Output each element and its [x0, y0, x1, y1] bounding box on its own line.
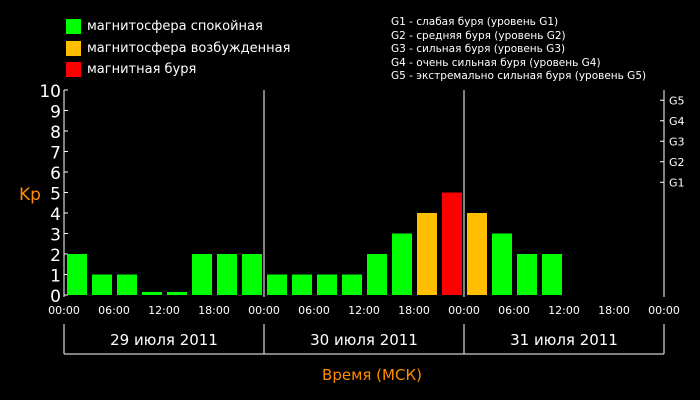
x-tick-label: 12:00 [548, 304, 580, 317]
g-tick-label: G2 [669, 156, 685, 169]
kp-bar [217, 254, 237, 295]
kp-bar [542, 254, 562, 295]
g-tick-label: G4 [669, 115, 685, 128]
legend-label: магнитосфера возбужденная [87, 40, 291, 56]
y-tick-label: 2 [50, 246, 61, 266]
x-tick-label: 00:00 [48, 304, 80, 317]
g-tick-label: G3 [669, 135, 685, 148]
y-tick-label: 9 [50, 103, 61, 123]
kp-bar [517, 254, 537, 295]
kp-bar [392, 233, 412, 295]
y-tick-label: 7 [50, 144, 61, 164]
x-tick-label: 00:00 [248, 304, 280, 317]
kp-bar [292, 274, 312, 295]
x-tick-label: 06:00 [498, 304, 530, 317]
kp-bar [342, 274, 362, 295]
x-tick-label: 12:00 [348, 304, 380, 317]
kp-bar [192, 254, 212, 295]
x-axis-title: Время (МСК) [322, 366, 422, 384]
y-tick-label: 5 [50, 185, 61, 205]
x-tick-label: 12:00 [148, 304, 180, 317]
legend-item: магнитосфера возбужденная [66, 40, 290, 56]
legend-label: магнитосфера спокойная [87, 18, 263, 34]
legend-swatch [66, 18, 81, 34]
storm-level-item: G2 - средняя буря (уровень G2) [391, 29, 566, 42]
y-tick-label: 8 [50, 123, 61, 143]
kp-bar [367, 254, 387, 295]
storm-level-item: G5 - экстремально сильная буря (уровень … [391, 70, 647, 83]
legend-swatch [66, 61, 81, 77]
kp-bar [442, 192, 462, 295]
storm-level-legend: G1 - слабая буря (уровень G1) G2 - средня… [391, 16, 646, 84]
legend-item: магнитосфера спокойная [66, 18, 263, 34]
kp-bar [467, 213, 487, 295]
legend-item: магнитная буря [66, 61, 196, 77]
x-tick-label: 00:00 [648, 304, 680, 317]
y-tick-label: 1 [50, 267, 61, 287]
kp-bar [92, 274, 112, 295]
kp-bar [67, 254, 87, 295]
kp-bar [117, 274, 137, 295]
x-tick-label: 06:00 [298, 304, 330, 317]
storm-level-item: G4 - очень сильная буря (уровень G4) [391, 56, 601, 69]
y-tick-label: 4 [50, 205, 61, 225]
x-tick-label: 00:00 [448, 304, 480, 317]
x-tick-label: 06:00 [98, 304, 130, 317]
g-tick-label: G1 [669, 176, 685, 189]
y-axis-title: Kp [19, 185, 41, 205]
legend-label: магнитная буря [87, 61, 197, 77]
g-tick-label: G5 [669, 94, 685, 107]
y-tick-label: 10 [39, 82, 61, 102]
y-tick-label: 0 [50, 287, 61, 307]
day-label: 31 июля 2011 [510, 331, 618, 349]
kp-bar [317, 274, 337, 295]
x-tick-label: 18:00 [598, 304, 630, 317]
legend-swatch [66, 40, 81, 56]
kp-bar [242, 254, 262, 295]
y-tick-label: 3 [50, 226, 61, 246]
y-tick-label: 6 [50, 164, 61, 184]
kp-bar [167, 291, 187, 295]
day-label: 30 июля 2011 [310, 331, 418, 349]
kp-bar [417, 213, 437, 295]
storm-level-item: G3 - сильная буря (уровень G3) [391, 43, 566, 56]
storm-level-item: G1 - слабая буря (уровень G1) [391, 16, 559, 28]
kp-bar [267, 274, 287, 295]
day-label: 29 июля 2011 [110, 331, 218, 349]
kp-bar [142, 291, 162, 295]
x-tick-label: 18:00 [398, 304, 430, 317]
kp-bar [492, 233, 512, 295]
x-tick-label: 18:00 [198, 304, 230, 317]
